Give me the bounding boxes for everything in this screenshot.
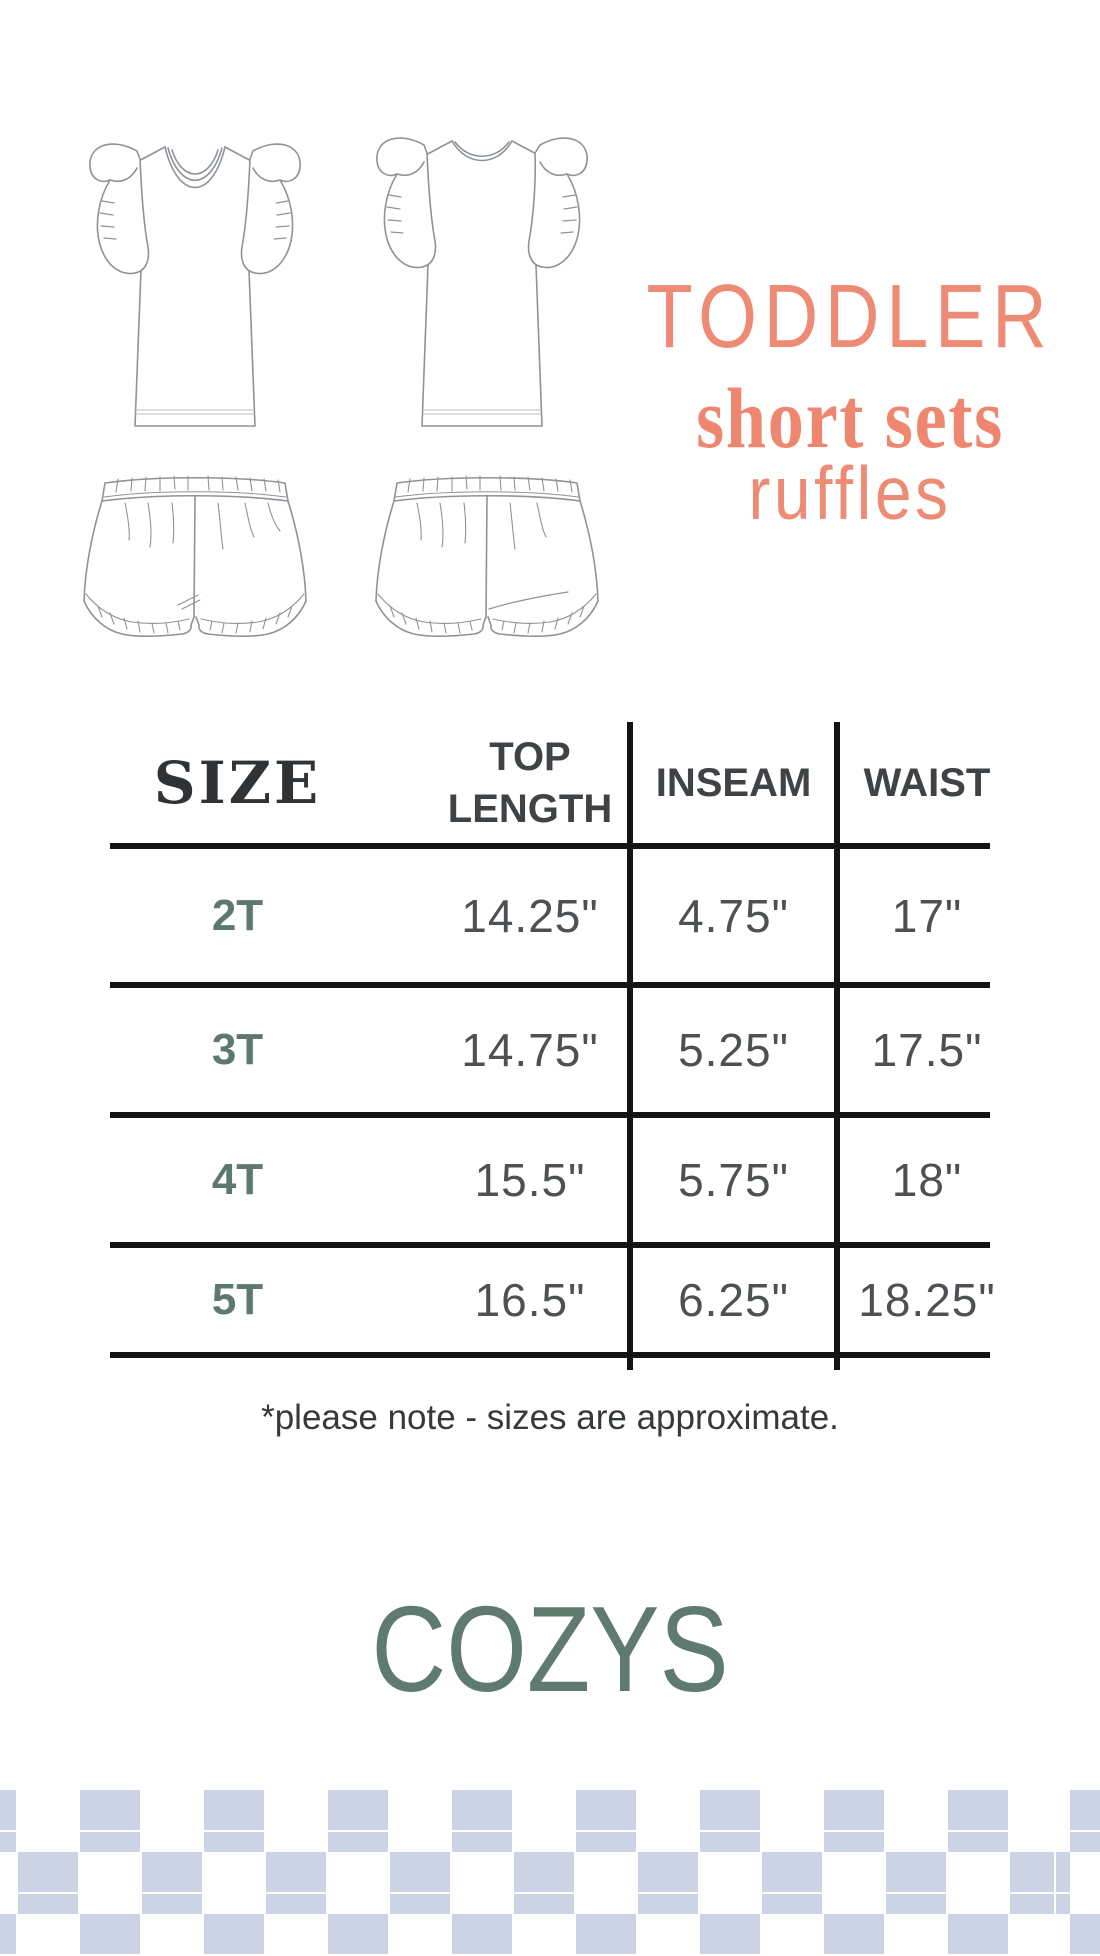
ruffle-shorts-front-illustration bbox=[84, 476, 306, 636]
header-inseam: INSEAM bbox=[655, 760, 812, 805]
header-top-length: TOP LENGTH bbox=[447, 734, 613, 831]
row-3t-inseam: 5.25" bbox=[678, 1024, 789, 1076]
checkerboard-footer bbox=[0, 1790, 1100, 1956]
row-3t-size: 3T bbox=[211, 1025, 264, 1074]
row-5t-inseam: 6.25" bbox=[678, 1274, 789, 1326]
row-2t-waist: 17" bbox=[891, 889, 963, 942]
row-5t-waist: 18.25" bbox=[858, 1274, 996, 1326]
title-line-short-sets: short sets bbox=[696, 370, 1004, 466]
header-waist: WAIST bbox=[863, 760, 991, 805]
row-2t-size: 2T bbox=[211, 890, 264, 940]
title-block: TODDLER short sets ruffles bbox=[570, 270, 1100, 560]
row-3t-waist: 17.5" bbox=[871, 1024, 983, 1076]
row-4t-waist: 18" bbox=[891, 1154, 963, 1206]
header-size: SIZE bbox=[153, 748, 322, 817]
row-5t-size: 5T bbox=[211, 1275, 264, 1324]
title-line-ruffles: ruffles bbox=[748, 451, 952, 535]
row-2t-top-length: 14.25" bbox=[461, 889, 599, 942]
table-rule-col-inseam bbox=[627, 722, 633, 1370]
table-rule-row-3 bbox=[110, 1242, 990, 1248]
table-rule-header-bottom bbox=[110, 843, 990, 849]
table-rule-col-waist bbox=[834, 722, 840, 1370]
table-rule-row-1 bbox=[110, 982, 990, 988]
brand-wordmark: COZYS bbox=[371, 1581, 729, 1717]
row-2t-inseam: 4.75" bbox=[678, 889, 789, 942]
title-line-toddler: TODDLER bbox=[646, 267, 1054, 367]
row-4t-top-length: 15.5" bbox=[474, 1154, 586, 1206]
ruffle-top-back-illustration bbox=[377, 138, 587, 426]
row-5t-top-length: 16.5" bbox=[474, 1274, 586, 1326]
table-rule-bottom bbox=[110, 1352, 990, 1358]
garment-illustrations bbox=[40, 85, 615, 645]
row-4t-inseam: 5.75" bbox=[678, 1154, 789, 1206]
row-4t-size: 4T bbox=[211, 1155, 264, 1204]
ruffle-top-front-illustration bbox=[90, 144, 300, 426]
table-rule-row-2 bbox=[110, 1112, 990, 1118]
ruffle-shorts-back-illustration bbox=[376, 476, 598, 636]
row-3t-top-length: 14.75" bbox=[461, 1024, 599, 1076]
approximate-sizes-note: *please note - sizes are approximate. bbox=[261, 1398, 839, 1437]
